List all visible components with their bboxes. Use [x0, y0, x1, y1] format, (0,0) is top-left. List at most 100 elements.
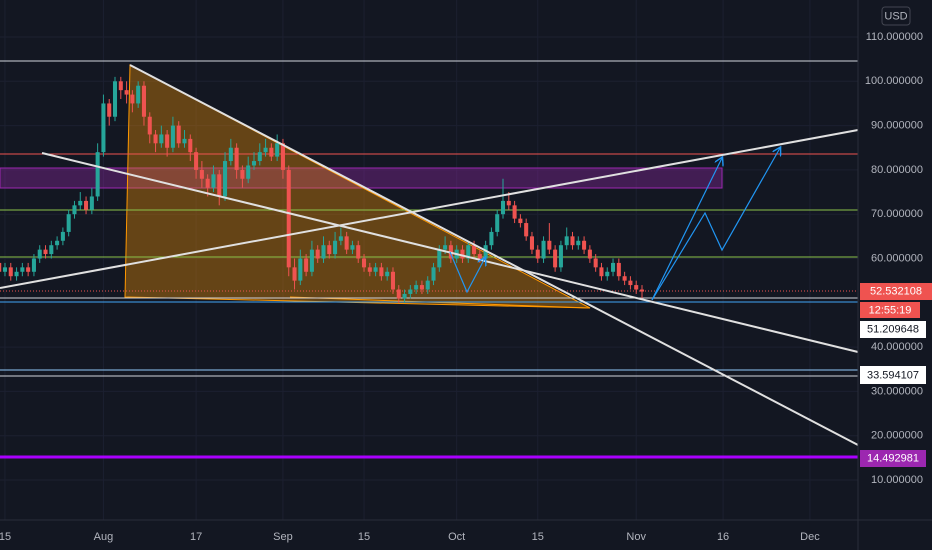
candle	[199, 161, 204, 188]
currency-button[interactable]	[881, 6, 911, 26]
candle-body	[431, 267, 436, 281]
last-price: 52.532108	[870, 285, 922, 297]
candle	[95, 143, 100, 201]
candle-body	[535, 249, 540, 259]
candle	[182, 130, 187, 148]
candle	[553, 245, 558, 272]
candle	[304, 254, 309, 277]
candle-body	[524, 223, 529, 237]
candle-body	[234, 147, 239, 170]
candle	[402, 289, 407, 303]
candle-body	[280, 143, 285, 170]
candle-body	[217, 174, 222, 197]
candle	[628, 276, 633, 290]
candle	[622, 271, 627, 286]
candle-body	[194, 152, 199, 170]
candle	[333, 231, 338, 259]
candle	[66, 209, 71, 237]
candle	[338, 227, 343, 246]
candle-body	[176, 125, 181, 144]
candle-body	[390, 271, 396, 290]
candle	[558, 240, 563, 272]
candle	[541, 236, 546, 263]
candle-body	[159, 134, 164, 144]
candle-body	[60, 231, 65, 241]
candle	[367, 262, 372, 277]
candle-body	[553, 249, 558, 268]
candle-body	[495, 214, 500, 232]
candle-body	[84, 200, 89, 210]
candle-body	[333, 240, 338, 255]
candle	[55, 236, 60, 250]
candle-body	[170, 125, 175, 148]
candle	[396, 285, 401, 303]
level-price: 33.594107	[867, 369, 919, 381]
candle-body	[20, 267, 25, 272]
candle	[593, 254, 598, 272]
candle-body	[130, 94, 135, 104]
candle-body	[547, 240, 552, 250]
candle	[373, 262, 378, 277]
candle	[269, 143, 274, 162]
candle	[2, 262, 8, 277]
candle	[500, 178, 506, 219]
x-tick-label: Nov	[626, 531, 646, 543]
candle	[275, 134, 280, 162]
candle-body	[275, 143, 280, 157]
candle-body	[483, 245, 488, 259]
candle-body	[136, 85, 141, 104]
candle-body	[512, 205, 517, 219]
candle	[8, 262, 13, 281]
candle-body	[628, 280, 633, 286]
candle-body	[55, 240, 60, 246]
candle-body	[188, 138, 193, 153]
candle	[263, 138, 268, 157]
candle-body	[43, 249, 48, 255]
candle	[315, 245, 320, 263]
projection-arrow	[449, 251, 485, 294]
candle	[31, 254, 36, 277]
candle-body	[112, 81, 118, 117]
candle	[327, 240, 332, 259]
candle-body	[327, 245, 332, 255]
candle-body	[165, 134, 170, 148]
candle	[292, 258, 297, 290]
candle-body	[321, 245, 326, 259]
candle-body	[240, 169, 245, 179]
candle-body	[385, 271, 390, 277]
candle-body	[373, 267, 378, 272]
candle	[321, 236, 326, 263]
candle	[524, 218, 529, 241]
candle-body	[466, 245, 471, 259]
candle-body	[199, 169, 204, 179]
candle	[165, 130, 170, 157]
trend-line	[129, 64, 859, 446]
projection-arrow	[651, 158, 722, 301]
candle	[89, 187, 94, 215]
candle	[112, 76, 118, 122]
candle-body	[182, 138, 187, 144]
candle-body	[541, 240, 546, 259]
candle-body	[489, 231, 494, 246]
candle	[616, 258, 621, 281]
candle	[512, 200, 517, 224]
candle	[425, 276, 430, 294]
candle	[414, 280, 419, 294]
candle-body	[593, 258, 598, 268]
candle-body	[223, 161, 228, 197]
candle	[309, 240, 314, 277]
candle-body	[8, 267, 13, 277]
candle-body	[599, 267, 604, 277]
y-tick-label: 60.000000	[871, 252, 923, 264]
candle-body	[582, 240, 587, 250]
candle	[72, 200, 77, 219]
candle	[194, 147, 199, 179]
candle-body	[298, 258, 303, 281]
candle-body	[118, 81, 123, 91]
x-tick-label: 15	[358, 531, 370, 543]
candle-body	[472, 245, 477, 255]
candle-body	[124, 90, 129, 95]
candle	[489, 227, 494, 250]
candle	[37, 245, 42, 263]
